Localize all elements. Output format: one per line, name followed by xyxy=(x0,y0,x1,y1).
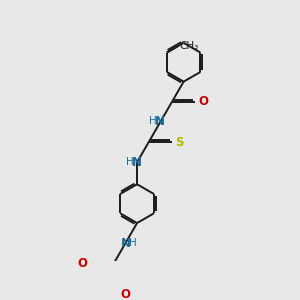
Text: S: S xyxy=(175,136,184,148)
Text: H: H xyxy=(149,116,157,126)
Text: CH₃: CH₃ xyxy=(179,41,199,51)
Text: H: H xyxy=(126,157,134,167)
Text: N: N xyxy=(155,116,165,128)
Text: N: N xyxy=(132,156,142,169)
Text: O: O xyxy=(77,257,87,270)
Text: O: O xyxy=(120,288,130,300)
Text: O: O xyxy=(198,95,208,108)
Text: N: N xyxy=(120,237,130,250)
Text: H: H xyxy=(128,238,136,248)
